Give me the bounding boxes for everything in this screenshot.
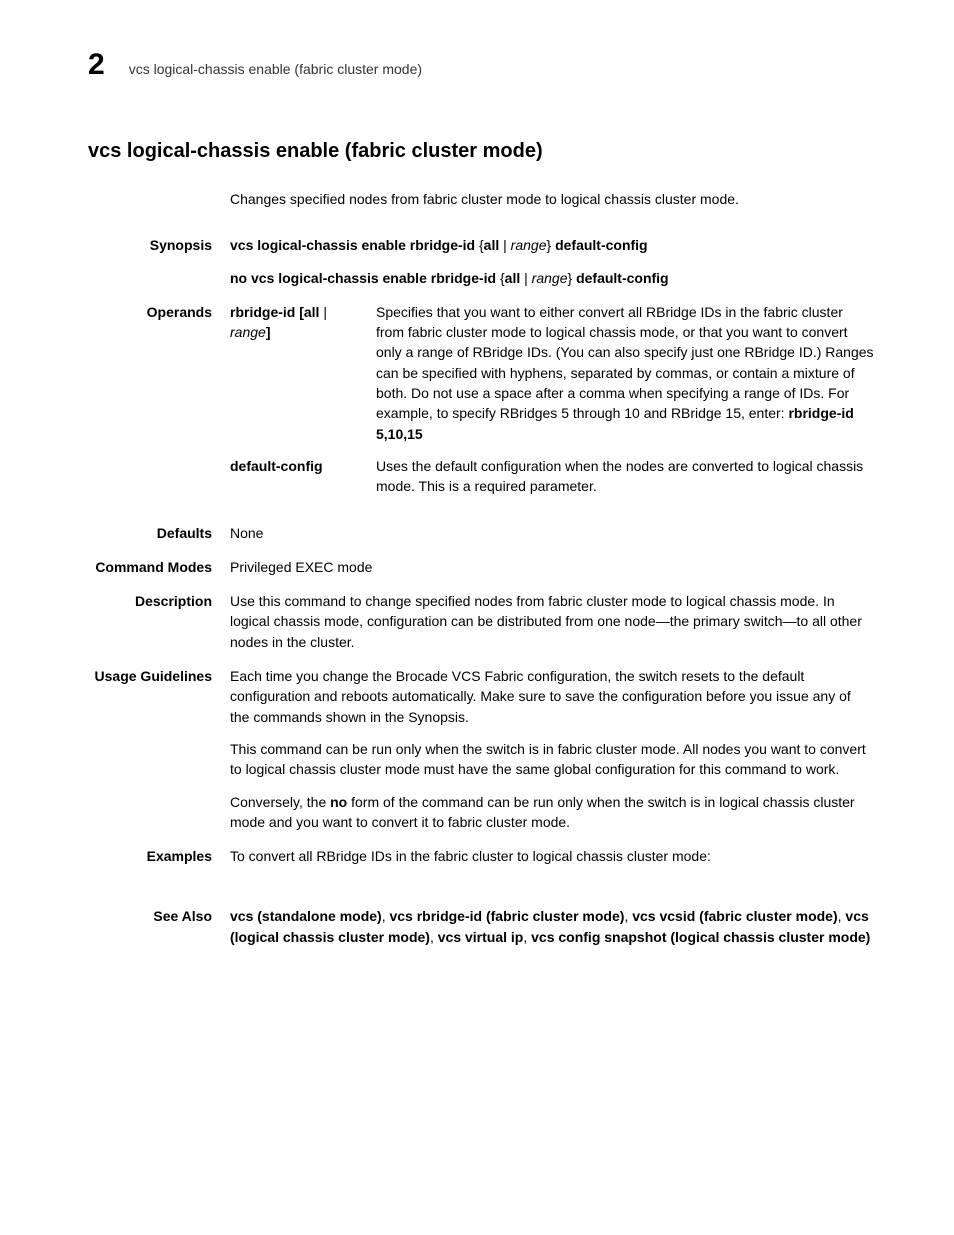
description-label: Description: [88, 591, 230, 652]
syntax-text: {: [496, 270, 505, 286]
synopsis-body: vcs logical-chassis enable rbridge-id {a…: [230, 235, 874, 288]
term-text: ]: [266, 324, 271, 340]
usage-section: Usage Guidelines Each time you change th…: [88, 666, 874, 832]
syntax-text: all: [484, 237, 500, 253]
see-also-sep: ,: [430, 929, 438, 945]
examples-section: Examples To convert all RBridge IDs in t…: [88, 846, 874, 866]
syntax-text: range: [511, 237, 547, 253]
usage-p3: Conversely, the no form of the command c…: [230, 792, 874, 833]
synopsis-label: Synopsis: [88, 235, 230, 288]
operand-item: default-config Uses the default configur…: [230, 456, 874, 497]
synopsis-line-1: vcs logical-chassis enable rbridge-id {a…: [230, 235, 874, 255]
running-title: vcs logical-chassis enable (fabric clust…: [129, 61, 422, 77]
defaults-label: Defaults: [88, 523, 230, 543]
desc-text: Specifies that you want to either conver…: [376, 304, 874, 421]
command-modes-body: Privileged EXEC mode: [230, 557, 874, 577]
term-text: range: [230, 324, 266, 340]
page-title: vcs logical-chassis enable (fabric clust…: [88, 140, 874, 163]
syntax-text: no vcs logical-chassis enable rbridge-id: [230, 270, 496, 286]
syntax-text: default-config: [555, 237, 648, 253]
defaults-section: Defaults None: [88, 523, 874, 543]
usage-text: no: [330, 794, 347, 810]
usage-body: Each time you change the Brocade VCS Fab…: [230, 666, 874, 832]
syntax-text: default-config: [576, 270, 669, 286]
see-also-label: See Also: [88, 906, 230, 947]
intro-text: Changes specified nodes from fabric clus…: [88, 189, 874, 209]
see-also-body: vcs (standalone mode), vcs rbridge-id (f…: [230, 906, 874, 947]
operand-desc: Specifies that you want to either conver…: [376, 302, 874, 444]
description-body: Use this command to change specified nod…: [230, 591, 874, 652]
command-modes-label: Command Modes: [88, 557, 230, 577]
see-also-link: vcs vcsid (fabric cluster mode): [632, 908, 837, 924]
usage-label: Usage Guidelines: [88, 666, 230, 832]
usage-p1: Each time you change the Brocade VCS Fab…: [230, 666, 874, 727]
syntax-text: range: [532, 270, 568, 286]
see-also-sep: ,: [523, 929, 531, 945]
examples-body: To convert all RBridge IDs in the fabric…: [230, 846, 874, 866]
syntax-text: }: [567, 270, 576, 286]
operand-term: default-config: [230, 456, 376, 497]
term-text: |: [319, 304, 327, 320]
operand-item: rbridge-id [all | range] Specifies that …: [230, 302, 874, 444]
operands-label: Operands: [88, 302, 230, 509]
usage-text: Conversely, the: [230, 794, 330, 810]
see-also-link: vcs virtual ip: [438, 929, 524, 945]
syntax-text: {: [475, 237, 484, 253]
page-header: 2 vcs logical-chassis enable (fabric clu…: [88, 50, 874, 80]
command-modes-section: Command Modes Privileged EXEC mode: [88, 557, 874, 577]
see-also-section: See Also vcs (standalone mode), vcs rbri…: [88, 906, 874, 947]
term-text: default-config: [230, 458, 323, 474]
syntax-text: all: [505, 270, 521, 286]
defaults-body: None: [230, 523, 874, 543]
see-also-link: vcs (standalone mode): [230, 908, 382, 924]
examples-label: Examples: [88, 846, 230, 866]
syntax-text: |: [520, 270, 531, 286]
operand-desc: Uses the default configuration when the …: [376, 456, 874, 497]
syntax-text: vcs logical-chassis enable rbridge-id: [230, 237, 475, 253]
description-section: Description Use this command to change s…: [88, 591, 874, 652]
page: 2 vcs logical-chassis enable (fabric clu…: [0, 0, 954, 1235]
chapter-number: 2: [88, 50, 105, 80]
usage-p2: This command can be run only when the sw…: [230, 739, 874, 780]
syntax-text: }: [546, 237, 555, 253]
see-also-link: vcs rbridge-id (fabric cluster mode): [389, 908, 624, 924]
synopsis-line-2: no vcs logical-chassis enable rbridge-id…: [230, 268, 874, 288]
operands-section: Operands rbridge-id [all | range] Specif…: [88, 302, 874, 509]
see-also-link: vcs config snapshot (logical chassis clu…: [531, 929, 870, 945]
operand-term: rbridge-id [all | range]: [230, 302, 376, 444]
operands-body: rbridge-id [all | range] Specifies that …: [230, 302, 874, 509]
term-text: rbridge-id [all: [230, 304, 319, 320]
syntax-text: |: [499, 237, 510, 253]
synopsis-section: Synopsis vcs logical-chassis enable rbri…: [88, 235, 874, 288]
desc-text: Uses the default configuration when the …: [376, 458, 863, 494]
